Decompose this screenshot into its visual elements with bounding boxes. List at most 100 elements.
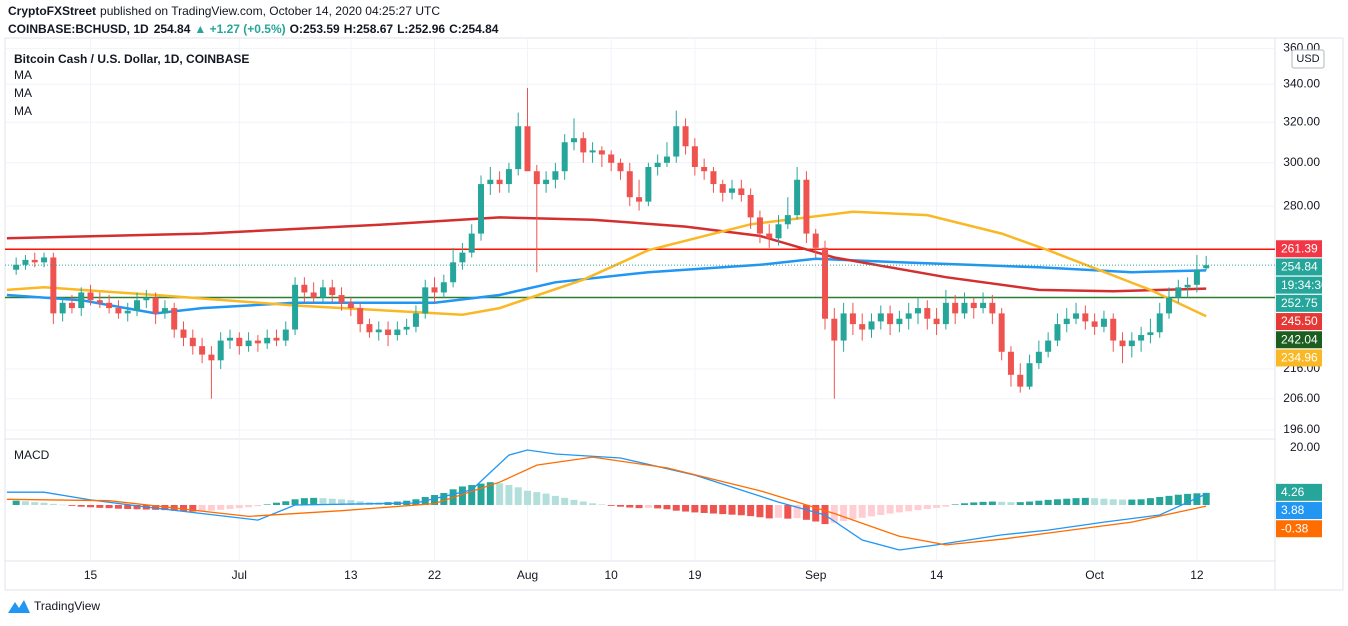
histogram-bar [282, 501, 290, 505]
histogram-bar [988, 501, 996, 505]
candle-body [1203, 265, 1210, 269]
histogram-bar [737, 504, 745, 516]
histogram-bar [682, 504, 690, 512]
candle-body [812, 233, 819, 248]
candle-body [1138, 335, 1145, 341]
price-badge-label: -0.38 [1281, 521, 1309, 535]
candle-body [468, 233, 475, 253]
candle-body [840, 313, 847, 341]
y-tick-label: 20.00 [1290, 440, 1320, 454]
histogram-bar [49, 503, 57, 505]
price-badge [1276, 483, 1322, 501]
histogram-bar [152, 504, 160, 510]
header-line-2: COINBASE:BCHUSD, 1D 254.84 ▲ +1.27 (+0.5%)… [8, 22, 499, 36]
candle-body [208, 354, 215, 361]
candle-body [970, 302, 977, 309]
x-tick-label: Aug [517, 568, 538, 582]
histogram-bar [1193, 493, 1201, 505]
candle-body [440, 282, 447, 293]
candle-body [134, 300, 141, 311]
histogram-bar [551, 495, 559, 505]
candle-body [980, 302, 987, 309]
candle-body [152, 297, 159, 314]
candle-body [403, 326, 410, 330]
histogram-bar [998, 501, 1006, 505]
histogram-bar [784, 504, 792, 519]
candle-body [729, 188, 736, 193]
histogram-bar [245, 504, 253, 508]
candle-body [124, 310, 131, 314]
candle-body [357, 308, 364, 325]
candle-body [989, 302, 996, 314]
candle-body [50, 257, 57, 314]
histogram-bar [719, 504, 727, 515]
candle-body [459, 252, 466, 263]
legend-entry: MA [14, 104, 32, 118]
candle-body [226, 337, 233, 341]
histogram-bar [598, 504, 606, 505]
y-tick-label: 196.00 [1283, 422, 1320, 436]
currency-box [1291, 49, 1325, 69]
x-tick-label: Jul [232, 568, 247, 582]
histogram-bar [12, 500, 20, 505]
candle-body [478, 184, 485, 234]
histogram-bar [533, 492, 541, 505]
histogram-bar [328, 498, 336, 505]
candle-body [561, 142, 568, 172]
candle-body [366, 324, 373, 333]
candle-body [1119, 340, 1126, 347]
legend-entry: MA [14, 68, 32, 82]
candle-body [245, 340, 252, 347]
histogram-bar [1044, 499, 1052, 505]
histogram-bar [960, 503, 968, 505]
candle-body [1091, 321, 1098, 327]
histogram-bar [496, 483, 504, 505]
histogram-bar [31, 502, 39, 505]
histogram-bar [133, 504, 141, 510]
candle-body [654, 162, 661, 167]
candle-body [199, 346, 206, 355]
histogram-bar [579, 501, 587, 505]
histogram-bar [1137, 499, 1145, 505]
candle-body [496, 179, 503, 185]
candle-body [589, 150, 596, 153]
candle-body [710, 171, 717, 185]
price-badge-label: 19:34:36 [1281, 278, 1328, 292]
candle-body [933, 318, 940, 325]
candle-body [859, 324, 866, 330]
candle-body [1045, 340, 1052, 352]
price-badge-label: 252.75 [1281, 296, 1318, 310]
histogram-bar [263, 504, 271, 505]
candle-body [273, 337, 280, 341]
candle-body [385, 329, 392, 336]
x-tick-label: 19 [688, 568, 702, 582]
close: C:254.84 [449, 22, 499, 36]
candle-body [143, 297, 150, 301]
price-badge-label: 245.50 [1281, 314, 1318, 328]
candle-body [180, 329, 187, 338]
histogram-bar [951, 504, 959, 505]
histogram-bar [254, 504, 262, 507]
candle-body [924, 308, 931, 319]
candle-body [1175, 287, 1182, 298]
y-tick-label: 280.00 [1283, 198, 1320, 212]
histogram-bar [709, 504, 717, 514]
candle-body [1035, 351, 1042, 364]
candle-body [22, 259, 29, 265]
candle-body [217, 340, 224, 361]
histogram-bar [59, 504, 67, 506]
x-tick-label: Oct [1085, 568, 1104, 582]
high: H:258.67 [344, 22, 394, 36]
candle-body [598, 150, 605, 155]
histogram-bar [589, 503, 597, 505]
brand: TradingView [34, 599, 100, 613]
histogram-bar [468, 485, 476, 505]
histogram-bar [412, 499, 420, 505]
candle-body [719, 184, 726, 193]
candle-body [942, 302, 949, 325]
histogram-bar [607, 504, 615, 506]
histogram-bar [347, 500, 355, 505]
histogram-bar [1072, 498, 1080, 505]
plot-layer: 196.00206.00216.00280.00300.00320.00340.… [5, 38, 1328, 582]
